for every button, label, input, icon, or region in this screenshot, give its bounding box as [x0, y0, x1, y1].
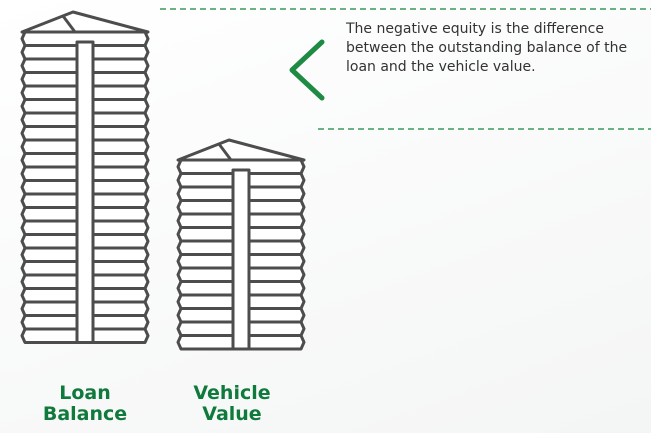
stack-drawing [233, 170, 249, 349]
chevron [292, 42, 322, 98]
stack-label: Vehicle Value [182, 383, 282, 425]
stack-drawing [77, 42, 93, 343]
page: {"stacks": [{"label": "Loan Balance"}, {… [0, 0, 651, 433]
stack-label: Loan Balance [25, 383, 145, 425]
annotation: The negative equity is the difference be… [346, 20, 646, 77]
